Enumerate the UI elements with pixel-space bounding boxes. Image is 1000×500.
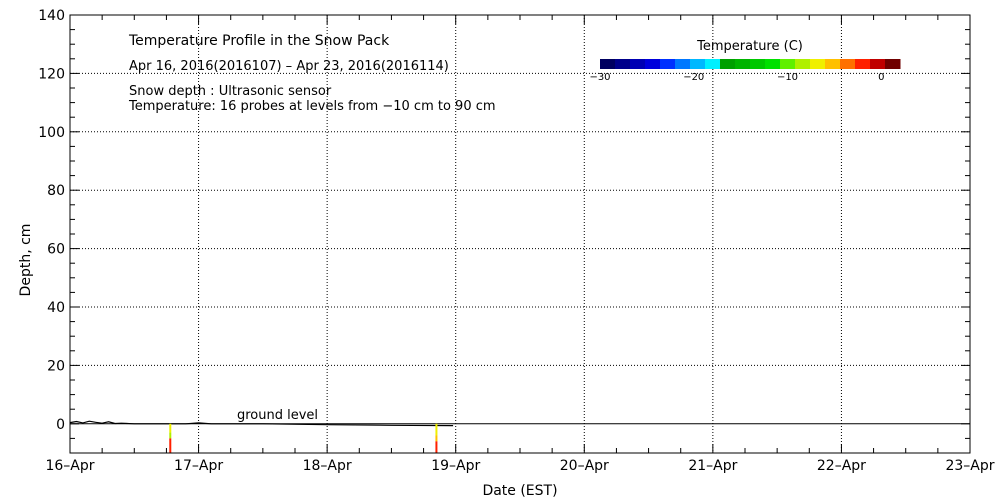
chart-title: Temperature Profile in the Snow Pack [128,33,390,49]
colorbar-cells [600,59,901,69]
probe-cell [435,441,438,453]
x-tick-label: 18–Apr [303,458,352,474]
colorbar-swatch [720,59,736,69]
colorbar-tick-label: −30 [589,72,610,83]
chart-subtitle: Apr 16, 2016(2016107) – Apr 23, 2016(201… [129,59,449,74]
plot-frame [69,14,971,454]
probe-cell [435,435,438,442]
colorbar-swatch [795,59,811,69]
probe-cell [435,423,438,436]
x-tick-label: 21–Apr [688,458,737,474]
y-tick-label: 140 [38,8,65,24]
colorbar-swatch [615,59,631,69]
colorbar-title: Temperature (C) [696,39,803,54]
note-snow-depth: Snow depth : Ultrasonic sensor [129,84,332,99]
colorbar: Temperature (C) −30 −20 −10 0 [589,39,901,83]
x-tick-label: 23–Apr [945,458,994,474]
colorbar-tick-label: 0 [878,72,884,83]
colorbar-tick-label: −20 [683,72,704,83]
colorbar-ticks: −30 −20 −10 0 [589,72,884,83]
colorbar-swatch [645,59,661,69]
y-tick-label: 120 [38,66,65,82]
colorbar-swatch [705,59,721,69]
ground-level-label: ground level [237,408,318,423]
colorbar-swatch [675,59,691,69]
colorbar-swatch [735,59,751,69]
colorbar-swatch [780,59,796,69]
colorbar-swatch [690,59,706,69]
grid-layer [70,15,970,453]
colorbar-swatch [600,59,616,69]
y-tick-label: 100 [38,125,65,141]
x-axis-title: Date (EST) [482,483,557,499]
colorbar-swatch [870,59,886,69]
y-tick-label: 60 [47,242,65,258]
colorbar-swatch [630,59,646,69]
probe-cell [169,423,172,433]
x-tick-label: 19–Apr [431,458,480,474]
labels-layer: 16–Apr 17–Apr 18–Apr 19–Apr 20–Apr 21–Apr 22–A… [38,8,994,474]
colorbar-swatch [825,59,841,69]
colorbar-tick-label: −10 [777,72,798,83]
colorbar-swatch [855,59,871,69]
y-tick-label: 0 [56,417,65,433]
x-tick-label: 20–Apr [560,458,609,474]
probe-cell [169,438,172,453]
probe-cell [169,432,172,439]
colorbar-swatch [885,59,901,69]
ticks-layer [69,14,971,454]
colorbar-swatch [840,59,856,69]
y-tick-label: 40 [47,300,65,316]
y-tick-label: 20 [47,358,65,374]
colorbar-swatch [765,59,781,69]
colorbar-swatch [810,59,826,69]
x-tick-label: 17–Apr [174,458,223,474]
data-layer [69,420,970,453]
x-tick-label: 16–Apr [45,458,94,474]
colorbar-swatch [660,59,676,69]
y-axis-title: Depth, cm [18,224,34,297]
snow-depth-line [69,420,454,427]
colorbar-swatch [750,59,766,69]
x-tick-label: 22–Apr [817,458,866,474]
note-temperature: Temperature: 16 probes at levels from −1… [128,99,496,114]
y-tick-label: 80 [47,183,65,199]
